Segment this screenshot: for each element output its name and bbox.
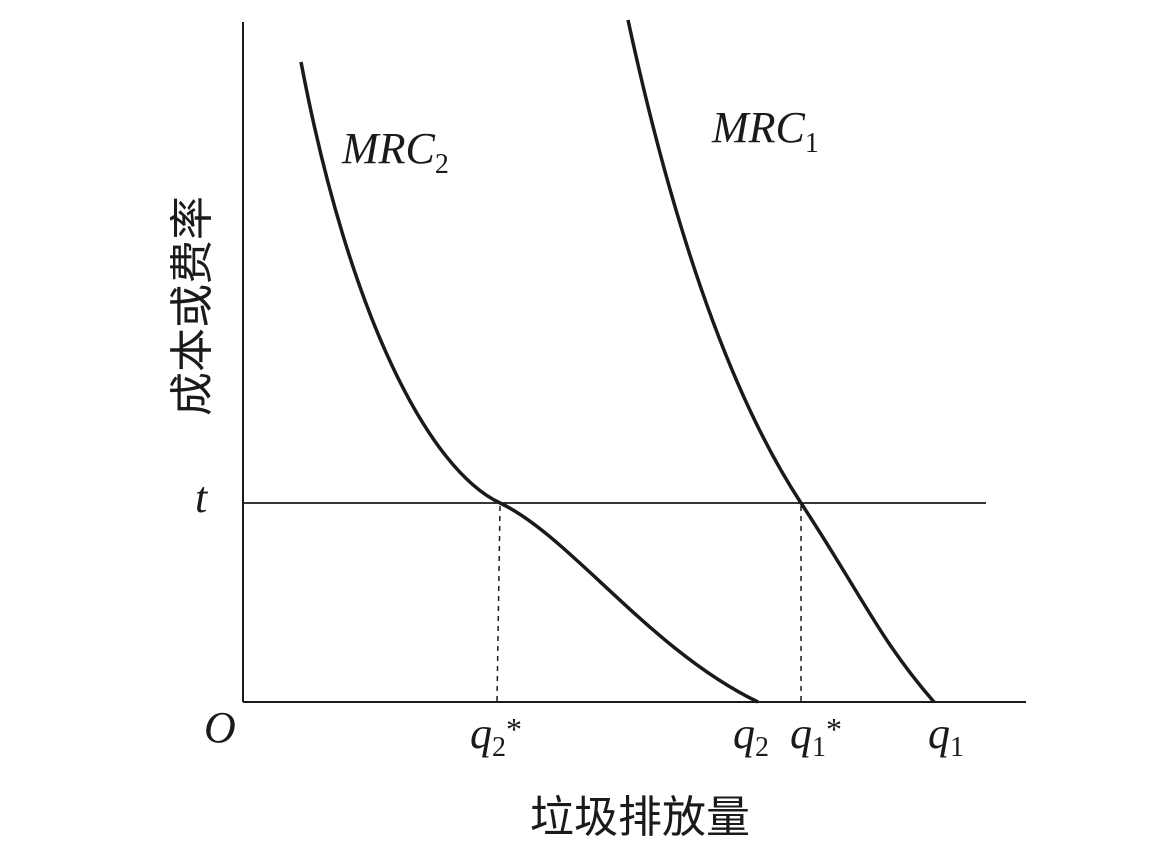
x-tick-q2: q2 [733,709,769,763]
y-axis-label: 成本或费率 [167,196,218,416]
x-tick-q1-main: q [928,709,950,758]
x-tick-q2-sub: 2 [755,732,769,763]
x-tick-q2-main: q [733,709,755,758]
q2-star-dashed-line [496,505,501,703]
x-tick-q1: q1 [928,709,964,763]
x-axis-label: 垃圾排放量 [530,792,750,843]
mrc1-curve [626,19,936,704]
x-tick-q1-sub: 1 [950,732,964,763]
origin-label: O [204,703,236,752]
mrc2-curve [299,61,759,704]
mrc1-label-sub: 1 [805,128,819,159]
x-tick-q2-star-main: q [470,709,492,758]
x-tick-q1-star-sub: 1 [812,732,826,763]
x-tick-q2-star: q2* [470,709,522,763]
x-tick-q2-star-star: * [506,711,522,747]
x-tick-q1-star-star: * [826,711,842,747]
mrc2-label: MRC2 [341,124,449,180]
mrc1-label: MRC1 [711,103,819,159]
x-tick-q2-star-sub: 2 [492,732,506,763]
mrc1-label-main: MRC [711,103,806,152]
mrc2-label-sub: 2 [435,149,449,180]
tax-label: t [195,473,209,522]
x-tick-q1-star-main: q [790,709,812,758]
mrc2-label-main: MRC [341,124,436,173]
x-tick-q1-star: q1* [790,709,842,763]
